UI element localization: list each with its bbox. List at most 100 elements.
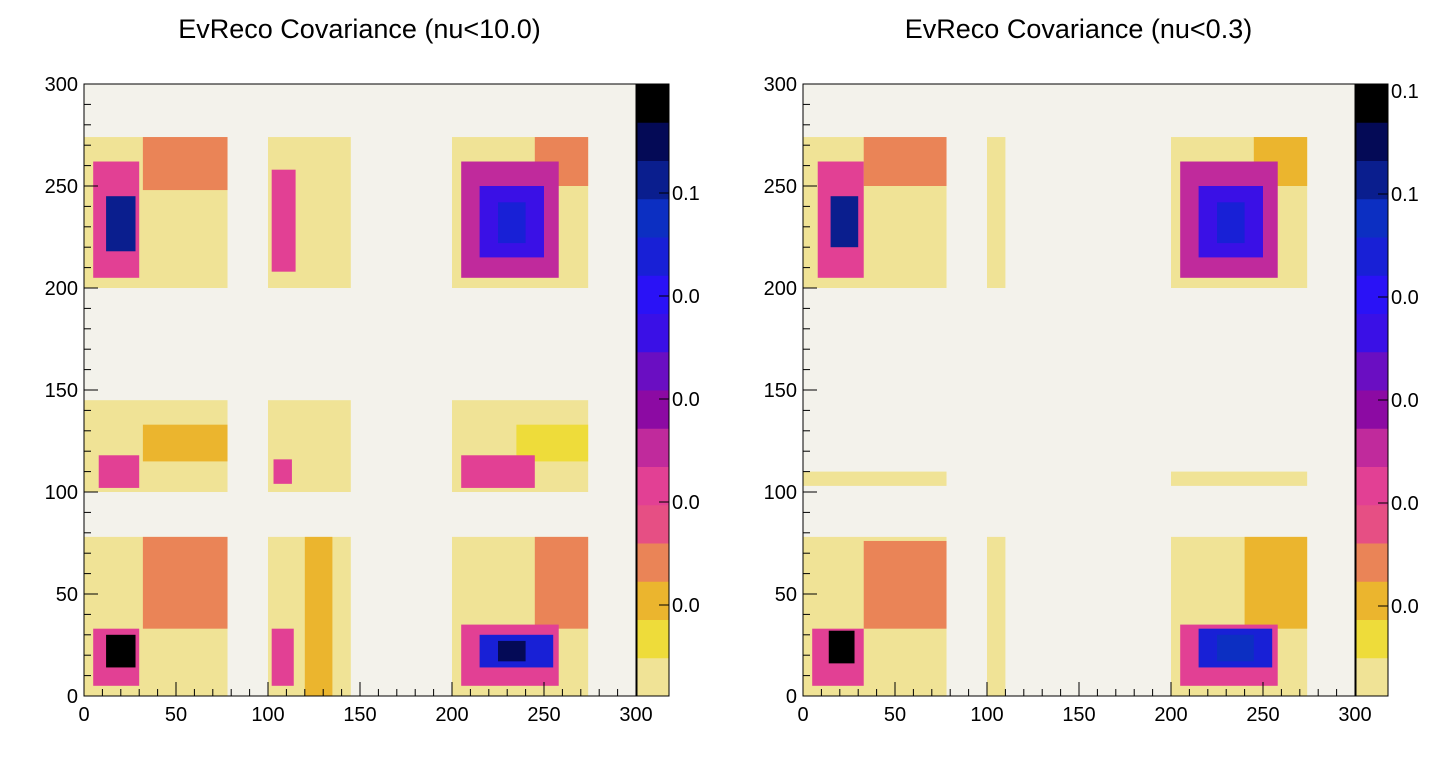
colorbar-segment: [637, 122, 669, 161]
heatmap-cell: [271, 628, 294, 686]
heatmap-cell: [461, 455, 535, 488]
x-tick-label: 200: [435, 704, 468, 726]
colorbar-frame: [1355, 83, 1389, 697]
colorbar-segment: [1356, 237, 1388, 276]
colorbar-segment: [637, 351, 669, 391]
colorbar-segment: [1356, 198, 1388, 238]
colorbar-label: 0.0: [672, 595, 700, 617]
y-tick-label: 0: [786, 686, 797, 708]
x-tick-label: 250: [1246, 704, 1279, 726]
colorbar-label: 0.0: [1391, 596, 1419, 618]
chart-title: EvReco Covariance (nu<0.3): [904, 14, 1253, 44]
colorbar-segment: [637, 84, 669, 123]
heatmap-cell: [987, 137, 1006, 288]
heatmap-cell: [98, 455, 140, 488]
colorbar-segment: [1356, 619, 1388, 659]
x-tick-label: 250: [527, 704, 560, 726]
colorbar-segment: [1356, 390, 1388, 429]
colorbar-segment: [1356, 657, 1388, 697]
colorbar-segment: [1356, 504, 1388, 544]
colorbar-label: 0.0: [1391, 493, 1419, 515]
heatmap-cell: [828, 630, 855, 664]
y-tick-label: 250: [764, 176, 797, 198]
x-tick-label: 50: [165, 704, 187, 726]
heatmap-cell: [830, 196, 859, 248]
colorbar-label: 0.0: [1391, 390, 1419, 412]
heatmap-cell: [863, 137, 947, 186]
colorbar-segment: [1356, 466, 1388, 506]
heatmap-cell: [1217, 634, 1254, 662]
heatmap-cell: [1171, 471, 1308, 486]
colorbar-label: 0.0: [672, 389, 700, 411]
heatmap-cell: [498, 202, 526, 244]
colorbar-segment: [637, 657, 669, 697]
colorbar-label: 0.1: [1391, 81, 1419, 103]
y-tick-label: 100: [45, 482, 78, 504]
colorbar-segment: [1356, 313, 1388, 353]
colorbar-segment: [1356, 543, 1388, 582]
heatmap-cell: [106, 196, 136, 252]
colorbar-segment: [1356, 581, 1388, 620]
colorbar-label: 0.1: [1391, 184, 1419, 206]
y-tick-label: 150: [764, 380, 797, 402]
x-tick-label: 0: [797, 704, 808, 726]
x-tick-label: 300: [619, 704, 652, 726]
colorbar-label: 0.0: [672, 492, 700, 514]
colorbar-segment: [637, 275, 669, 314]
heatmap-cell: [1244, 536, 1308, 629]
colorbar-segment: [637, 237, 669, 276]
x-tick-label: 100: [251, 704, 284, 726]
heatmap-cell: [106, 634, 136, 668]
x-tick-label: 150: [343, 704, 376, 726]
colorbar-segment: [637, 390, 669, 429]
colorbar-segment: [1356, 84, 1388, 123]
x-tick-label: 0: [78, 704, 89, 726]
y-tick-label: 150: [45, 380, 78, 402]
colorbar-label: 0.0: [1391, 287, 1419, 309]
y-tick-label: 250: [45, 176, 78, 198]
heatmap-cell: [803, 471, 947, 486]
x-tick-label: 200: [1154, 704, 1187, 726]
heatmap-cell: [1217, 202, 1245, 244]
colorbar-segment: [1356, 160, 1388, 200]
heatmap-cell: [142, 536, 228, 629]
colorbar-segment: [1356, 275, 1388, 314]
x-tick-label: 50: [884, 704, 906, 726]
heatmap-chart: 0 50 100 150 200 250 300 0 50 100 150 200 250 300 0.0 0…: [764, 74, 1419, 726]
colorbar-segment: [637, 504, 669, 544]
colorbar-label: 0.1: [672, 183, 700, 205]
colorbar-label: 0.0: [672, 286, 700, 308]
colorbar-segment: [637, 543, 669, 582]
colorbar-frame: [636, 83, 670, 697]
heatmap-cell: [142, 137, 228, 191]
heatmap-cell: [142, 424, 228, 462]
y-tick-label: 0: [67, 686, 78, 708]
x-tick-label: 100: [970, 704, 1003, 726]
colorbar-segment: [637, 581, 669, 620]
chart-panel-right: EvReco Covariance (nu<0.3) 0 50 100 150 200 2…: [719, 0, 1438, 782]
chart-panel-left: EvReco Covariance (nu<10.0) 0 50 100 150 200…: [45, 14, 700, 726]
y-tick-label: 300: [45, 74, 78, 96]
heatmap-cell: [534, 536, 589, 629]
y-tick-label: 50: [775, 584, 797, 606]
heatmap-cell: [863, 540, 947, 629]
colorbar-segment: [1356, 122, 1388, 161]
y-tick-label: 200: [45, 278, 78, 300]
heatmap-cell: [271, 169, 296, 272]
heatmap-cell: [304, 536, 333, 696]
colorbar-segment: [637, 619, 669, 659]
y-tick-label: 100: [764, 482, 797, 504]
y-tick-label: 200: [764, 278, 797, 300]
heatmap-cell: [498, 640, 526, 662]
heatmap-cell: [273, 459, 292, 484]
colorbar-segment: [637, 466, 669, 506]
chart-title: EvReco Covariance (nu<10.0): [178, 14, 541, 44]
heatmap-cell: [987, 536, 1006, 696]
x-tick-label: 150: [1062, 704, 1095, 726]
heatmap-chart: 0 50 100 150 200 250 300 0 50 100 150 200 250 300 0.0 0…: [45, 74, 700, 726]
y-tick-label: 300: [764, 74, 797, 96]
colorbar-segment: [1356, 428, 1388, 467]
colorbar-segment: [637, 313, 669, 353]
colorbar-segment: [637, 428, 669, 467]
x-tick-label: 300: [1338, 704, 1371, 726]
